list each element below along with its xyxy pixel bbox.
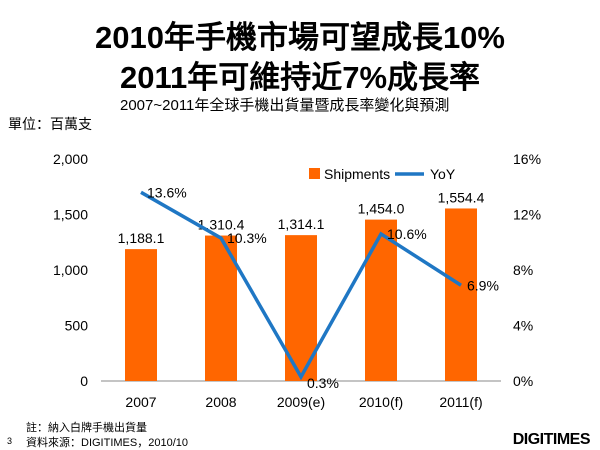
left-tick-label: 1,000 [53, 262, 88, 278]
yoy-data-label: 13.6% [147, 184, 187, 200]
footnote: 註：納入白牌手機出貨量 [26, 422, 147, 434]
right-tick-label: 16% [513, 151, 541, 167]
right-tick-label: 8% [513, 262, 533, 278]
left-tick-label: 500 [65, 318, 89, 334]
yoy-data-label: 10.6% [387, 226, 427, 242]
x-tick-label: 2008 [205, 394, 236, 410]
bar-data-label: 1,554.4 [438, 189, 485, 205]
left-tick-label: 0 [80, 373, 88, 389]
bar-data-label: 1,310.4 [198, 217, 245, 233]
left-tick-label: 1,500 [53, 207, 88, 223]
left-tick-label: 2,000 [53, 151, 88, 167]
bar-data-label: 1,454.0 [358, 201, 405, 217]
x-tick-label: 2010(f) [359, 394, 403, 410]
unit-label: 單位：百萬支 [8, 116, 92, 132]
x-tick-label: 2009(e) [277, 394, 325, 410]
right-tick-label: 12% [513, 207, 541, 223]
chart-title: 2007~2011年全球手機出貨量暨成長率變化與預測 [120, 97, 450, 114]
title-line-1: 2010年手機市場可望成長10% [94, 20, 505, 55]
yoy-data-label: 0.3% [307, 375, 339, 391]
digitimes-logo: DIGITIMES [512, 431, 591, 448]
bar-2007 [125, 249, 157, 381]
yoy-data-label: 10.3% [227, 230, 267, 246]
source-note: 資料來源：DIGITIMES，2010/10 [26, 437, 188, 449]
page-number: 3 [7, 436, 13, 446]
yoy-data-label: 6.9% [467, 277, 499, 293]
bar-data-label: 1,188.1 [118, 230, 165, 246]
bar-2011(f) [445, 208, 477, 381]
legend-shipments-label: Shipments [324, 166, 390, 182]
bar-2010(f) [365, 219, 397, 381]
right-tick-label: 0% [513, 373, 533, 389]
bar-data-label: 1,314.1 [278, 216, 325, 232]
right-tick-label: 4% [513, 318, 533, 334]
legend-yoy-label: YoY [430, 166, 456, 182]
x-tick-label: 2011(f) [439, 394, 482, 410]
title-line-2: 2011年可維持近7%成長率 [119, 60, 481, 95]
x-tick-label: 2007 [125, 394, 156, 410]
legend-shipments-swatch [309, 168, 320, 179]
